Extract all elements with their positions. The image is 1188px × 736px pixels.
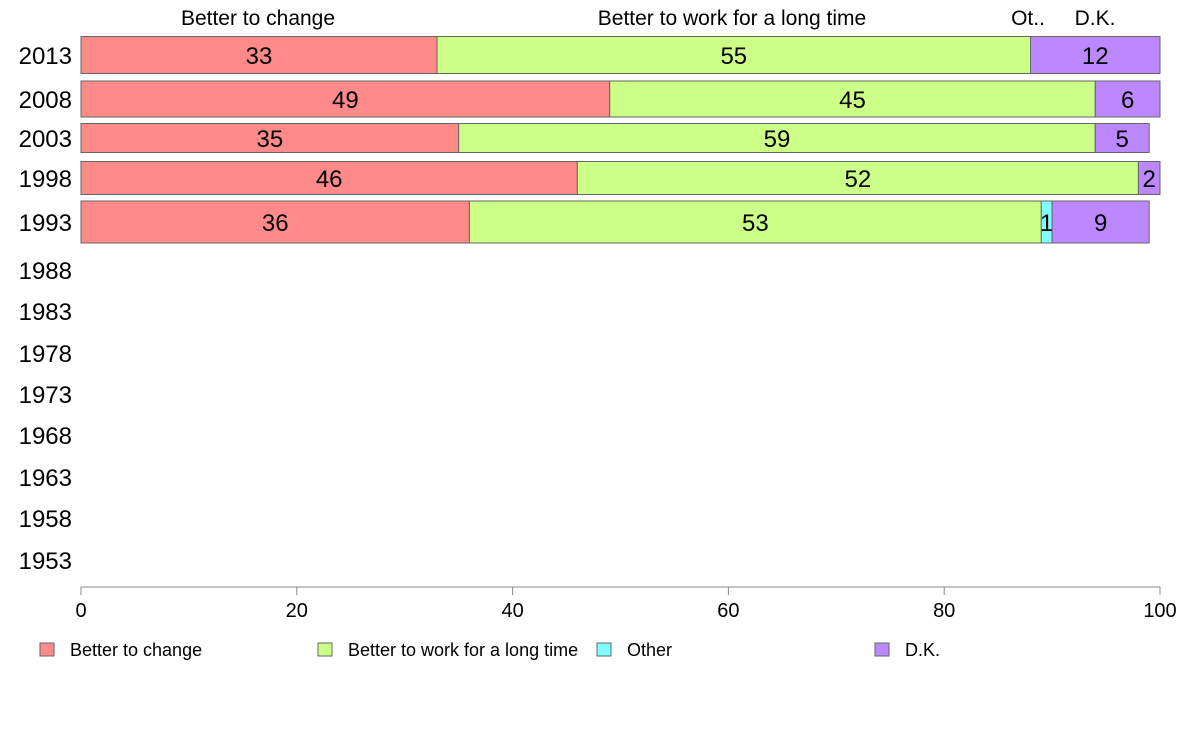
legend-label: Other [627, 640, 672, 660]
year-label: 2008 [19, 87, 72, 114]
bar-value-label: 36 [262, 210, 289, 237]
year-label: 2013 [19, 43, 72, 70]
bar-segment [436, 36, 1032, 74]
legend-swatch [874, 642, 890, 657]
year-label: 1983 [19, 299, 72, 326]
x-tick-label: 80 [933, 600, 955, 622]
legend-swatch [39, 642, 55, 657]
year-label: 1998 [19, 166, 72, 193]
bar-segment [80, 36, 438, 74]
year-label: 1993 [19, 210, 72, 237]
bar-value-label: 49 [332, 87, 359, 114]
year-label: 1968 [19, 423, 72, 450]
legend-label: Better to work for a long time [348, 640, 578, 660]
bar-segment [80, 161, 578, 195]
legend-swatch [317, 642, 333, 657]
legend-swatch [596, 642, 612, 657]
legend: Better to change Better to work for a lon… [39, 640, 940, 660]
y-axis-labels: 2013 2008 2003 1998 1993 1988 1983 1978 1973 1968… [19, 43, 72, 575]
year-label: 1978 [19, 341, 72, 368]
year-label: 1963 [19, 465, 72, 492]
bar-value-label: 12 [1082, 43, 1109, 70]
bar-value-label: 46 [316, 166, 343, 193]
bar-segment [80, 80, 611, 118]
bar-segment [1094, 80, 1161, 118]
bar-value-label: 52 [845, 166, 872, 193]
year-label: 1958 [19, 506, 72, 533]
bar-value-label: 45 [839, 87, 866, 114]
bar-segment [458, 123, 1096, 153]
bar-segment [1137, 161, 1161, 195]
legend-label: Better to change [70, 640, 202, 660]
top-label: D.K. [1075, 7, 1116, 30]
bar-value-label: 5 [1116, 126, 1129, 153]
x-tick-label: 40 [501, 600, 523, 622]
bars: 33 55 12 49 45 6 35 59 5 46 52 2 36 53 1 9 [80, 36, 1161, 244]
bar-value-label: 55 [720, 43, 747, 70]
top-label: Better to work for a long time [598, 7, 866, 30]
legend-label: D.K. [905, 640, 940, 660]
year-label: 1988 [19, 258, 72, 285]
top-category-labels: Better to change Better to work for a lon… [181, 7, 1115, 30]
year-label: 1973 [19, 382, 72, 409]
x-tick-label: 100 [1143, 600, 1176, 622]
bar-value-label: 59 [764, 126, 791, 153]
x-tick-label: 0 [75, 600, 86, 622]
top-label: Ot.. [1011, 7, 1045, 30]
bar-value-label: 2 [1143, 166, 1156, 193]
bar-segment [1030, 36, 1161, 74]
bar-segment [1051, 200, 1150, 244]
x-axis: 0 20 40 60 80 100 [75, 586, 1177, 622]
x-tick-label: 20 [286, 600, 308, 622]
x-tick-label: 60 [717, 600, 739, 622]
bar-value-label: 6 [1121, 87, 1134, 114]
bar-value-label: 35 [256, 126, 283, 153]
top-label: Better to change [181, 7, 335, 30]
bar-segment [1094, 123, 1150, 153]
bar-value-label: 1 [1040, 210, 1053, 237]
bar-segment [80, 200, 470, 244]
bar-segment [80, 123, 460, 153]
bar-segment [609, 80, 1096, 118]
bar-value-label: 33 [246, 43, 273, 70]
bar-value-label: 9 [1094, 210, 1107, 237]
bar-value-label: 53 [742, 210, 769, 237]
year-label: 2003 [19, 126, 72, 153]
bar-segment [468, 200, 1042, 244]
year-label: 1953 [19, 548, 72, 575]
